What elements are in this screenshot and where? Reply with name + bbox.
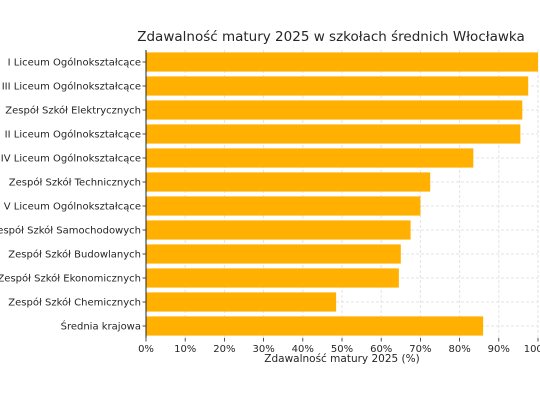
- x-tick-label: 80%: [448, 344, 470, 355]
- bar: [146, 52, 538, 72]
- x-tick-label: 10%: [174, 344, 196, 355]
- y-tick-label: Zespół Szkół Ekonomicznych: [0, 273, 141, 285]
- y-tick-label: Zespół Szkół Samochodowych: [0, 225, 141, 237]
- bar: [146, 124, 521, 144]
- y-tick-label: Zespół Szkół Technicznych: [9, 177, 141, 189]
- chart-title: Zdawalność matury 2025 w szkołach średni…: [137, 29, 525, 45]
- x-tick-label: 70%: [409, 344, 431, 355]
- y-tick-label: Zespół Szkół Elektrycznych: [5, 105, 141, 117]
- bar: [146, 172, 431, 192]
- bars: [146, 52, 538, 336]
- bar: [146, 244, 401, 264]
- bar: [146, 268, 399, 288]
- y-tick-label: Średnia krajowa: [61, 320, 141, 333]
- bar: [146, 76, 529, 96]
- y-tick-label: III Liceum Ogólnokształcące: [2, 81, 141, 93]
- x-tick-label: 100%: [524, 344, 540, 355]
- y-tick-label: V Liceum Ogólnokształcące: [4, 201, 141, 213]
- x-tick-labels: 0% 10% 20% 30% 40% 50% 60% 70% 80% 90% 100%: [138, 338, 540, 355]
- y-tick-label: Zespół Szkół Chemicznych: [8, 297, 141, 309]
- y-tick-labels: I Liceum Ogólnokształcące III Liceum Ogól…: [0, 57, 146, 333]
- x-tick-label: 30%: [252, 344, 274, 355]
- y-tick-label: I Liceum Ogólnokształcące: [8, 57, 141, 69]
- bar: [146, 100, 523, 120]
- x-tick-label: 90%: [488, 344, 510, 355]
- x-tick-label: 60%: [370, 344, 392, 355]
- x-tick-label: 50%: [331, 344, 353, 355]
- y-tick-label: Zespół Szkół Budowlanych: [8, 249, 141, 261]
- bar: [146, 292, 337, 312]
- x-tick-label: 40%: [292, 344, 314, 355]
- x-tick-label: 20%: [213, 344, 235, 355]
- y-tick-label: II Liceum Ogólnokształcące: [5, 129, 141, 141]
- x-axis-label: Zdawalność matury 2025 (%): [264, 353, 419, 365]
- bar: [146, 148, 474, 168]
- y-tick-label: IV Liceum Ogólnokształcące: [1, 153, 141, 165]
- bar: [146, 316, 484, 336]
- bar: [146, 220, 411, 240]
- bar: [146, 196, 421, 216]
- x-tick-label: 0%: [138, 344, 154, 355]
